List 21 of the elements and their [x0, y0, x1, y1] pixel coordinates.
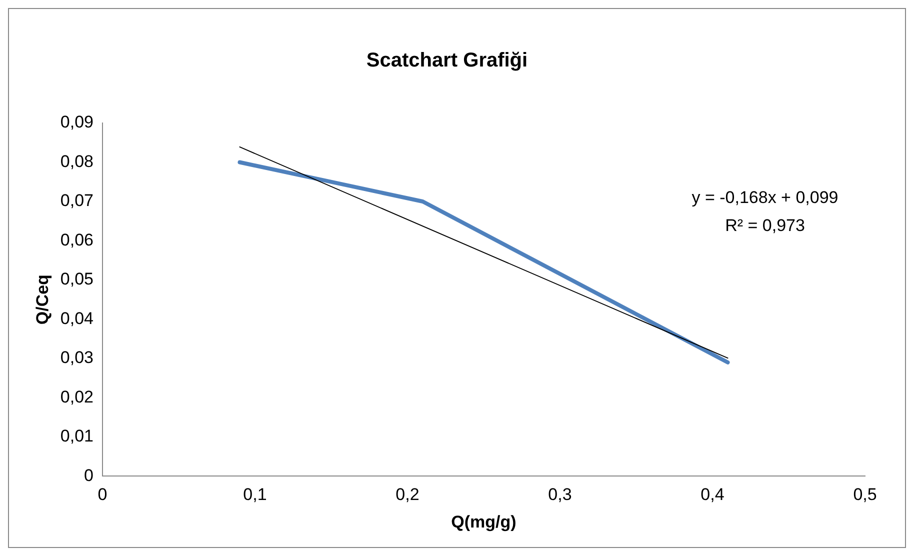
y-tick-label: 0,09 [60, 112, 94, 132]
annotation: y = -0,168x + 0,099 [692, 188, 838, 207]
y-tick-label: 0,08 [60, 152, 94, 171]
x-tick-label: 0,3 [548, 485, 572, 504]
x-tick-label: 0,2 [396, 485, 420, 504]
x-tick-label: 0,1 [243, 485, 267, 504]
y-tick-label: 0 [84, 466, 94, 485]
y-tick-label: 0,03 [60, 348, 94, 368]
annotation: R² = 0,973 [725, 216, 805, 235]
chart-title: Scatchart Grafiği [366, 50, 528, 72]
y-tick-label: 0,04 [60, 308, 94, 328]
x-axis-title: Q(mg/g) [451, 512, 516, 532]
x-tick-label: 0 [98, 485, 108, 504]
y-axis-title: Q/Ceq [32, 274, 52, 325]
x-tick-label: 0,4 [700, 485, 724, 504]
x-tick-label: 0,5 [853, 485, 877, 504]
y-tick-label: 0,06 [60, 230, 94, 250]
y-tick-label: 0,02 [60, 387, 94, 406]
y-tick-label: 0,07 [60, 191, 94, 210]
y-tick-label: 0,05 [60, 270, 94, 289]
y-tick-label: 0,01 [60, 426, 94, 446]
